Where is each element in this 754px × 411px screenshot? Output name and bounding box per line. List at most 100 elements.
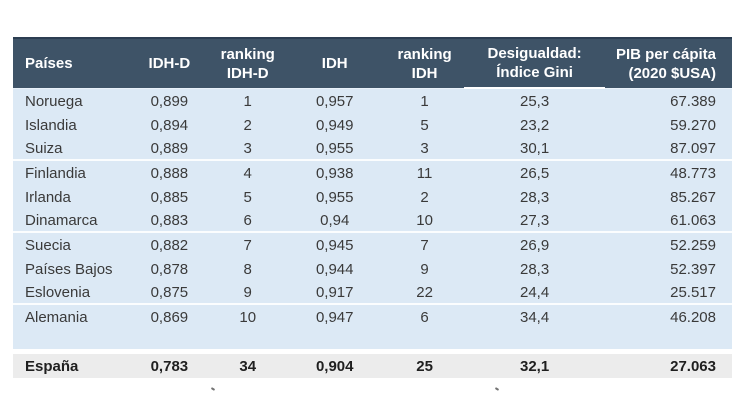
column-header-pib: PIB per cápita (2020 $USA) — [604, 37, 732, 89]
hdi-country-table-container: Países IDH-D ranking IDH-D IDH ranking I… — [13, 37, 732, 378]
ranking-idh-cell: 25 — [384, 354, 465, 378]
ranking-idhd-cell: 4 — [210, 161, 285, 185]
country-name-cell: Suiza — [13, 137, 129, 161]
gini-cell: 30,1 — [464, 137, 605, 161]
cropped-text-fragment — [210, 387, 216, 391]
country-name-cell: Finlandia — [13, 161, 129, 185]
column-header-idh: IDH — [284, 37, 385, 89]
pib-cell: 46.208 — [604, 305, 732, 329]
idhd-cell: 0,875 — [128, 281, 211, 305]
country-name-cell: Islandia — [13, 113, 129, 137]
idh-cell: 0,904 — [284, 354, 385, 378]
header-row: Países IDH-D ranking IDH-D IDH ranking I… — [13, 37, 732, 89]
table-row: Países Bajos 0,878 8 0,944 9 28,3 52.397 — [13, 257, 732, 281]
pib-cell: 85.267 — [604, 185, 732, 209]
cropped-text-fragment — [494, 387, 500, 391]
pib-cell: 61.063 — [604, 209, 732, 233]
hdi-country-table: Países IDH-D ranking IDH-D IDH ranking I… — [13, 37, 732, 378]
ranking-idhd-cell: 7 — [210, 233, 285, 257]
table-row: Islandia 0,894 2 0,949 5 23,2 59.270 — [13, 113, 732, 137]
ranking-idhd-cell: 10 — [210, 305, 285, 329]
idh-cell: 0,949 — [284, 113, 385, 137]
country-name-cell: Noruega — [13, 89, 129, 113]
ranking-idh-cell: 6 — [384, 305, 465, 329]
gini-cell: 28,3 — [464, 257, 605, 281]
country-name-cell: Eslovenia — [13, 281, 129, 305]
column-header-idhd: IDH-D — [128, 37, 211, 89]
country-name-cell: Alemania — [13, 305, 129, 329]
idhd-cell: 0,894 — [128, 113, 211, 137]
ranking-idhd-cell: 2 — [210, 113, 285, 137]
idh-cell: 0,94 — [284, 209, 385, 233]
ranking-idh-cell: 5 — [384, 113, 465, 137]
gini-cell: 34,4 — [464, 305, 605, 329]
pib-cell: 87.097 — [604, 137, 732, 161]
idh-cell: 0,957 — [284, 89, 385, 113]
country-name-cell: España — [13, 354, 129, 378]
idh-cell: 0,955 — [284, 137, 385, 161]
idhd-cell: 0,888 — [128, 161, 211, 185]
idh-cell: 0,944 — [284, 257, 385, 281]
empty-spacer-row — [13, 329, 732, 349]
ranking-idhd-cell: 6 — [210, 209, 285, 233]
pib-cell: 52.397 — [604, 257, 732, 281]
pib-cell: 52.259 — [604, 233, 732, 257]
country-name-cell: Suecia — [13, 233, 129, 257]
white-gap-row — [13, 349, 732, 354]
idh-cell: 0,938 — [284, 161, 385, 185]
country-name-cell: Irlanda — [13, 185, 129, 209]
idhd-cell: 0,882 — [128, 233, 211, 257]
ranking-idhd-cell: 8 — [210, 257, 285, 281]
gini-cell: 27,3 — [464, 209, 605, 233]
table-row: Finlandia 0,888 4 0,938 11 26,5 48.773 — [13, 161, 732, 185]
idhd-cell: 0,869 — [128, 305, 211, 329]
table-row: Alemania 0,869 10 0,947 6 34,4 46.208 — [13, 305, 732, 329]
table-row: Noruega 0,899 1 0,957 1 25,3 67.389 — [13, 89, 732, 113]
table-row: Dinamarca 0,883 6 0,94 10 27,3 61.063 — [13, 209, 732, 233]
column-header-gini: Desigualdad: Índice Gini — [464, 37, 605, 89]
idh-cell: 0,917 — [284, 281, 385, 305]
idhd-cell: 0,878 — [128, 257, 211, 281]
country-name-cell: Dinamarca — [13, 209, 129, 233]
ranking-idh-cell: 10 — [384, 209, 465, 233]
ranking-idhd-cell: 1 — [210, 89, 285, 113]
pib-cell: 59.270 — [604, 113, 732, 137]
column-header-paises: Países — [13, 37, 129, 89]
column-header-ranking-idhd: ranking IDH-D — [210, 37, 285, 89]
ranking-idh-cell: 22 — [384, 281, 465, 305]
ranking-idh-cell: 1 — [384, 89, 465, 113]
ranking-idh-cell: 9 — [384, 257, 465, 281]
ranking-idhd-cell: 34 — [210, 354, 285, 378]
ranking-idhd-cell: 5 — [210, 185, 285, 209]
table-row: Suecia 0,882 7 0,945 7 26,9 52.259 — [13, 233, 732, 257]
gini-cell: 25,3 — [464, 89, 605, 113]
ranking-idh-cell: 11 — [384, 161, 465, 185]
table-row: Suiza 0,889 3 0,955 3 30,1 87.097 — [13, 137, 732, 161]
idhd-cell: 0,885 — [128, 185, 211, 209]
country-name-cell: Países Bajos — [13, 257, 129, 281]
summary-row-espana: España 0,783 34 0,904 25 32,1 27.063 — [13, 354, 732, 378]
idh-cell: 0,955 — [284, 185, 385, 209]
idhd-cell: 0,783 — [128, 354, 211, 378]
idhd-cell: 0,883 — [128, 209, 211, 233]
gini-cell: 28,3 — [464, 185, 605, 209]
ranking-idh-cell: 2 — [384, 185, 465, 209]
table-row: Irlanda 0,885 5 0,955 2 28,3 85.267 — [13, 185, 732, 209]
column-header-ranking-idh: ranking IDH — [384, 37, 465, 89]
idhd-cell: 0,899 — [128, 89, 211, 113]
pib-cell: 48.773 — [604, 161, 732, 185]
ranking-idh-cell: 3 — [384, 137, 465, 161]
ranking-idhd-cell: 3 — [210, 137, 285, 161]
gini-cell: 32,1 — [464, 354, 605, 378]
gini-cell: 26,9 — [464, 233, 605, 257]
pib-cell: 27.063 — [604, 354, 732, 378]
pib-cell: 25.517 — [604, 281, 732, 305]
ranking-idhd-cell: 9 — [210, 281, 285, 305]
gini-cell: 24,4 — [464, 281, 605, 305]
ranking-idh-cell: 7 — [384, 233, 465, 257]
idh-cell: 0,945 — [284, 233, 385, 257]
table-row: Eslovenia 0,875 9 0,917 22 24,4 25.517 — [13, 281, 732, 305]
gini-cell: 26,5 — [464, 161, 605, 185]
pib-cell: 67.389 — [604, 89, 732, 113]
idhd-cell: 0,889 — [128, 137, 211, 161]
